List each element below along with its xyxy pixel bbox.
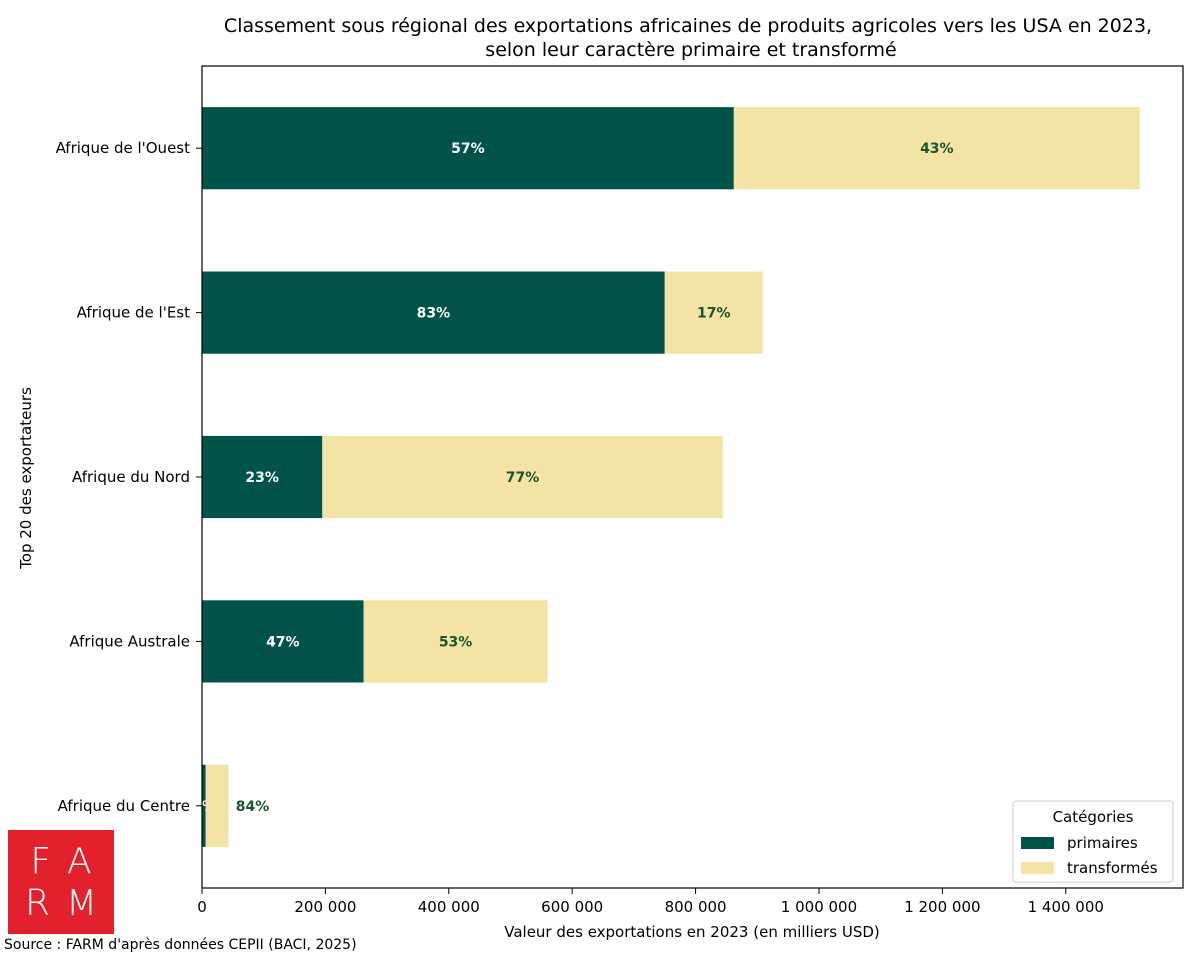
bar-transformés xyxy=(363,600,548,683)
bar-transformés xyxy=(664,271,763,354)
bar-data-label: 84% xyxy=(236,799,270,815)
bar-data-label: 83% xyxy=(417,306,451,322)
logo-letter: A xyxy=(67,841,92,882)
y-tick-label: Afrique du Nord xyxy=(72,468,190,486)
bar-primaires xyxy=(202,435,323,519)
bar-primaires xyxy=(202,271,665,354)
farm-logo: F A R M xyxy=(8,830,114,934)
legend-swatch xyxy=(1021,862,1054,874)
bar-primaires xyxy=(202,764,206,847)
legend-swatch xyxy=(1021,837,1054,849)
legend-box xyxy=(1012,800,1174,883)
bar-data-label: 57% xyxy=(451,141,485,157)
x-tick-label: 600 000 xyxy=(541,898,603,916)
bar-primaires xyxy=(202,600,364,683)
legend: Catégories primaires transformés xyxy=(1012,800,1174,883)
x-tick-label: 400 000 xyxy=(418,898,480,916)
x-tick-label: 1 400 000 xyxy=(1028,898,1104,916)
bar-primaires xyxy=(202,107,734,190)
x-tick-label: 0 xyxy=(197,898,207,916)
x-axis-label: Valeur des exportations en 2023 (en mill… xyxy=(504,923,880,941)
source-note: Source : FARM d'après données CEPII (BAC… xyxy=(4,937,357,953)
x-tick-label: 800 000 xyxy=(665,898,727,916)
legend-label: primaires xyxy=(1067,834,1138,852)
x-tick-label: 1 000 000 xyxy=(781,898,857,916)
plot-area: 57% 43% Afrique de l'Ouest 83% 17% Afrique de… xyxy=(56,65,1184,916)
bar-data-label: 43% xyxy=(920,141,954,157)
bar-transformés xyxy=(205,764,229,847)
logo-letter: M xyxy=(65,883,98,924)
y-tick-label: Afrique Australe xyxy=(69,632,190,650)
x-tick-label: 200 000 xyxy=(294,898,356,916)
plot-frame xyxy=(201,65,1184,889)
chart-subtitle: selon leur caractère primaire et transfo… xyxy=(485,39,896,61)
bar-data-label: 53% xyxy=(439,634,473,650)
bar-transformés xyxy=(733,107,1140,190)
y-tick-label: Afrique du Centre xyxy=(58,797,190,815)
bar-data-label: 17% xyxy=(697,306,731,322)
x-tick-label: 1 200 000 xyxy=(904,898,980,916)
bar-data-label: 77% xyxy=(506,470,540,486)
logo-letter: F xyxy=(30,841,52,882)
y-tick-label: Afrique de l'Ouest xyxy=(56,139,191,157)
bar-transformés xyxy=(322,435,723,519)
chart-title: Classement sous régional des exportation… xyxy=(224,15,1152,37)
y-tick-label: Afrique de l'Est xyxy=(77,304,190,322)
bar-data-label: 23% xyxy=(245,470,279,486)
legend-label: transformés xyxy=(1067,859,1158,877)
bar-data-label: 47% xyxy=(266,634,300,650)
y-axis-label: Top 20 des exportateurs xyxy=(17,387,35,570)
legend-title: Catégories xyxy=(1053,808,1134,826)
logo-letter: R xyxy=(24,883,50,924)
